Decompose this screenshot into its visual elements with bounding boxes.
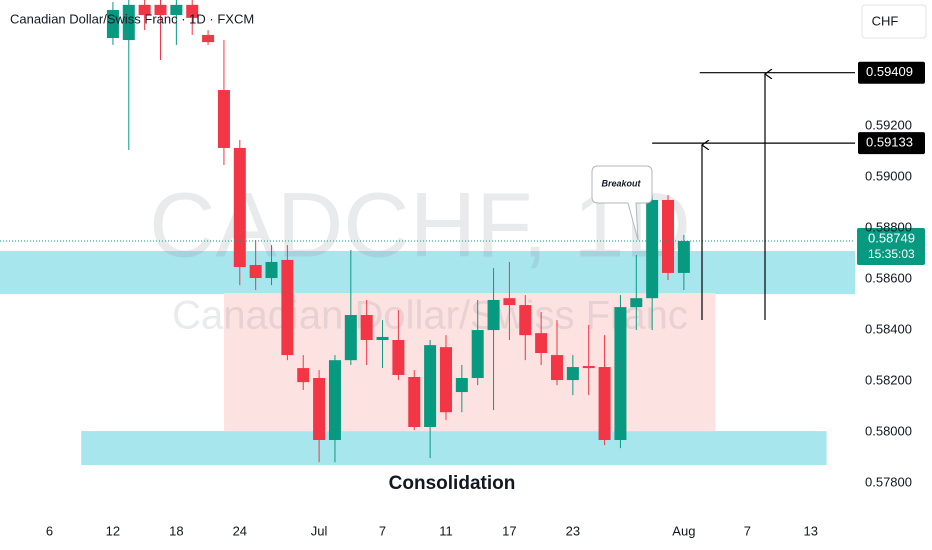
watermark-description: Canadian Dollar/Swiss Franc <box>172 294 688 338</box>
candle-body <box>455 378 468 393</box>
y-tick-label: 0.58800 <box>865 219 912 234</box>
zone <box>81 431 827 466</box>
candle-body <box>598 367 611 441</box>
currency-box[interactable] <box>861 4 927 39</box>
candle-body <box>202 34 215 43</box>
candle-body <box>376 336 389 341</box>
x-tick-label: 7 <box>744 523 751 538</box>
x-tick-label: 23 <box>566 523 580 538</box>
x-tick-label: 12 <box>106 523 120 538</box>
x-tick-label: 24 <box>233 523 247 538</box>
candle-body <box>360 315 373 341</box>
x-tick-label: 6 <box>46 523 53 538</box>
chart-title: Canadian Dollar/Swiss Franc · 1D · FXCM <box>10 11 254 26</box>
x-tick-label: 11 <box>439 523 453 538</box>
annotation-breakout: Breakout <box>601 178 641 188</box>
target-box <box>858 132 925 155</box>
x-tick-label: Aug <box>672 523 695 538</box>
candle-body <box>106 9 119 39</box>
candle-body <box>566 367 579 381</box>
y-tick-label: 0.58200 <box>865 373 912 388</box>
candle-body <box>439 347 452 413</box>
candle-body <box>408 377 421 427</box>
y-tick-label: 0.59200 <box>865 117 912 132</box>
currency[interactable]: CHF <box>872 13 899 28</box>
candle-body <box>233 147 246 268</box>
y-tick-label: 0.57800 <box>865 475 912 490</box>
last-price-label: 0.58749 <box>868 230 915 245</box>
candle-body <box>662 199 675 273</box>
countdown: 15:35:03 <box>868 247 915 261</box>
x-tick-label: 17 <box>502 523 516 538</box>
candle-body <box>519 305 532 336</box>
zone <box>223 293 716 432</box>
callout <box>591 165 653 241</box>
y-tick-label: 0.59000 <box>865 168 912 183</box>
candle-body <box>297 368 310 383</box>
candle-body <box>487 299 500 331</box>
candle-body <box>471 330 484 379</box>
candle-body <box>535 333 548 354</box>
candle-body <box>281 259 294 356</box>
candle-body <box>313 378 326 441</box>
candle-body <box>614 307 627 441</box>
candle-body <box>122 4 135 41</box>
candle-body <box>138 4 151 16</box>
candle-body <box>503 298 516 306</box>
target-label: 0.59133 <box>866 135 913 150</box>
candle-body <box>154 4 167 16</box>
last-price-box <box>857 228 925 266</box>
candle-body <box>217 90 230 148</box>
candle-body <box>328 360 341 441</box>
candle-body <box>249 265 262 279</box>
candle-body <box>265 261 278 279</box>
candle-body <box>344 315 357 361</box>
candle-body <box>677 241 690 273</box>
candle-body <box>424 345 437 427</box>
y-tick-label: 0.58400 <box>865 322 912 337</box>
target-box <box>858 61 925 84</box>
candle-body <box>550 355 563 381</box>
candle-body <box>186 4 199 18</box>
y-tick-label: 0.58000 <box>865 424 912 439</box>
candle-body <box>582 366 595 369</box>
target-label: 0.59409 <box>866 64 913 79</box>
x-tick-label: Jul <box>311 523 328 538</box>
candle-body <box>646 199 659 299</box>
candle-body <box>392 340 405 375</box>
x-tick-label: 18 <box>169 523 183 538</box>
candle-body <box>630 298 643 308</box>
candle-body <box>170 4 183 16</box>
y-tick-label: 0.58600 <box>865 270 912 285</box>
annotation-consolidation: Consolidation <box>389 473 516 494</box>
zone <box>0 250 855 295</box>
x-tick-label: 13 <box>804 523 818 538</box>
x-tick-label: 7 <box>379 523 386 538</box>
